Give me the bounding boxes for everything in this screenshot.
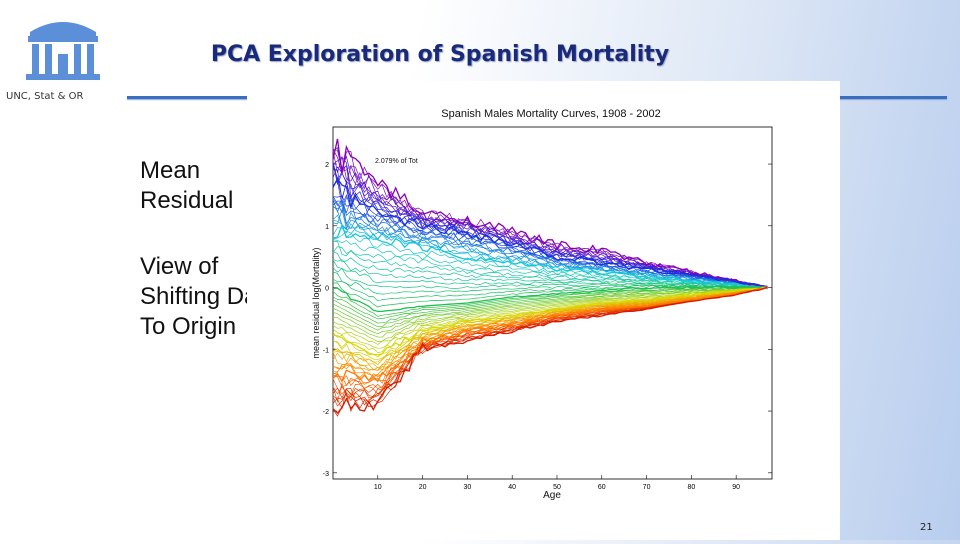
series-line [332, 198, 768, 289]
y-tick-label: -2 [323, 409, 329, 416]
series-line [332, 278, 768, 302]
series-line-1908 [332, 138, 768, 288]
bullet-line-to-origin: To Origin [140, 313, 237, 340]
plot-frame [332, 126, 773, 480]
slide-title: PCA Exploration of Spanish Mortality [210, 42, 670, 67]
logo-label: UNC, Stat & OR [6, 91, 84, 102]
x-tick-label: 30 [463, 484, 471, 491]
bullet-line-view-of: View of [140, 253, 219, 280]
series-line [332, 287, 768, 331]
series-line [332, 287, 768, 388]
series-line [332, 168, 768, 289]
series-line [332, 251, 768, 288]
y-tick-label: -3 [323, 471, 329, 478]
series-line [332, 286, 768, 335]
y-tick-label: 1 [325, 224, 329, 231]
bullet-line-residual: Residual [140, 187, 234, 214]
x-tick-label: 10 [374, 484, 382, 491]
bullet-line-mean: Mean [140, 157, 201, 184]
series-line [332, 286, 768, 363]
series-line [332, 287, 768, 371]
x-tick-label: 70 [643, 484, 651, 491]
x-tick-label: 20 [419, 484, 427, 491]
logo-area: UNC, Stat & OR [0, 0, 126, 108]
y-axis-label: mean residual log(Mortality) [311, 247, 321, 358]
series-line [332, 204, 768, 289]
chart-title: Spanish Males Mortality Curves, 1908 - 2… [441, 108, 661, 120]
bullet-text: Mean Residual View of Shifting Data To O… [140, 156, 277, 342]
x-tick-label: 90 [732, 484, 740, 491]
chart-annotation: 2.079% of Tot [375, 158, 418, 165]
series-line [332, 156, 768, 290]
y-tick-label: 2 [325, 162, 329, 169]
y-tick-label: 0 [325, 286, 329, 293]
series-line [332, 286, 768, 338]
series-line-1950 [332, 223, 768, 289]
series-line [332, 287, 768, 371]
old-well-logo-icon [26, 22, 100, 80]
series-line [332, 239, 768, 290]
x-tick-label: 80 [687, 484, 695, 491]
x-tick-label: 50 [553, 484, 561, 491]
series-line [332, 286, 768, 345]
series-line-2002 [332, 286, 768, 414]
series-line [332, 267, 768, 289]
series-line [332, 287, 768, 371]
series-line [332, 230, 768, 289]
series-line [332, 163, 768, 289]
mortality-chart: Spanish Males Mortality Curves, 1908 - 2… [311, 108, 773, 501]
series-line [332, 287, 768, 349]
series-line-1965 [332, 285, 768, 313]
series-line-1930 [332, 177, 768, 288]
series-line [332, 287, 768, 324]
series-line [332, 192, 768, 287]
y-tick-label: -1 [323, 347, 329, 354]
x-tick-label: 40 [508, 484, 516, 491]
plot-panel: Spanish Males Mortality Curves, 1908 - 2… [247, 81, 840, 540]
series-line [332, 214, 768, 288]
x-tick-label: 60 [598, 484, 606, 491]
series-line-1980 [332, 286, 768, 356]
series-line-1992 [332, 286, 768, 383]
x-axis-label: Age [543, 490, 561, 501]
page-number: 21 [920, 522, 933, 533]
